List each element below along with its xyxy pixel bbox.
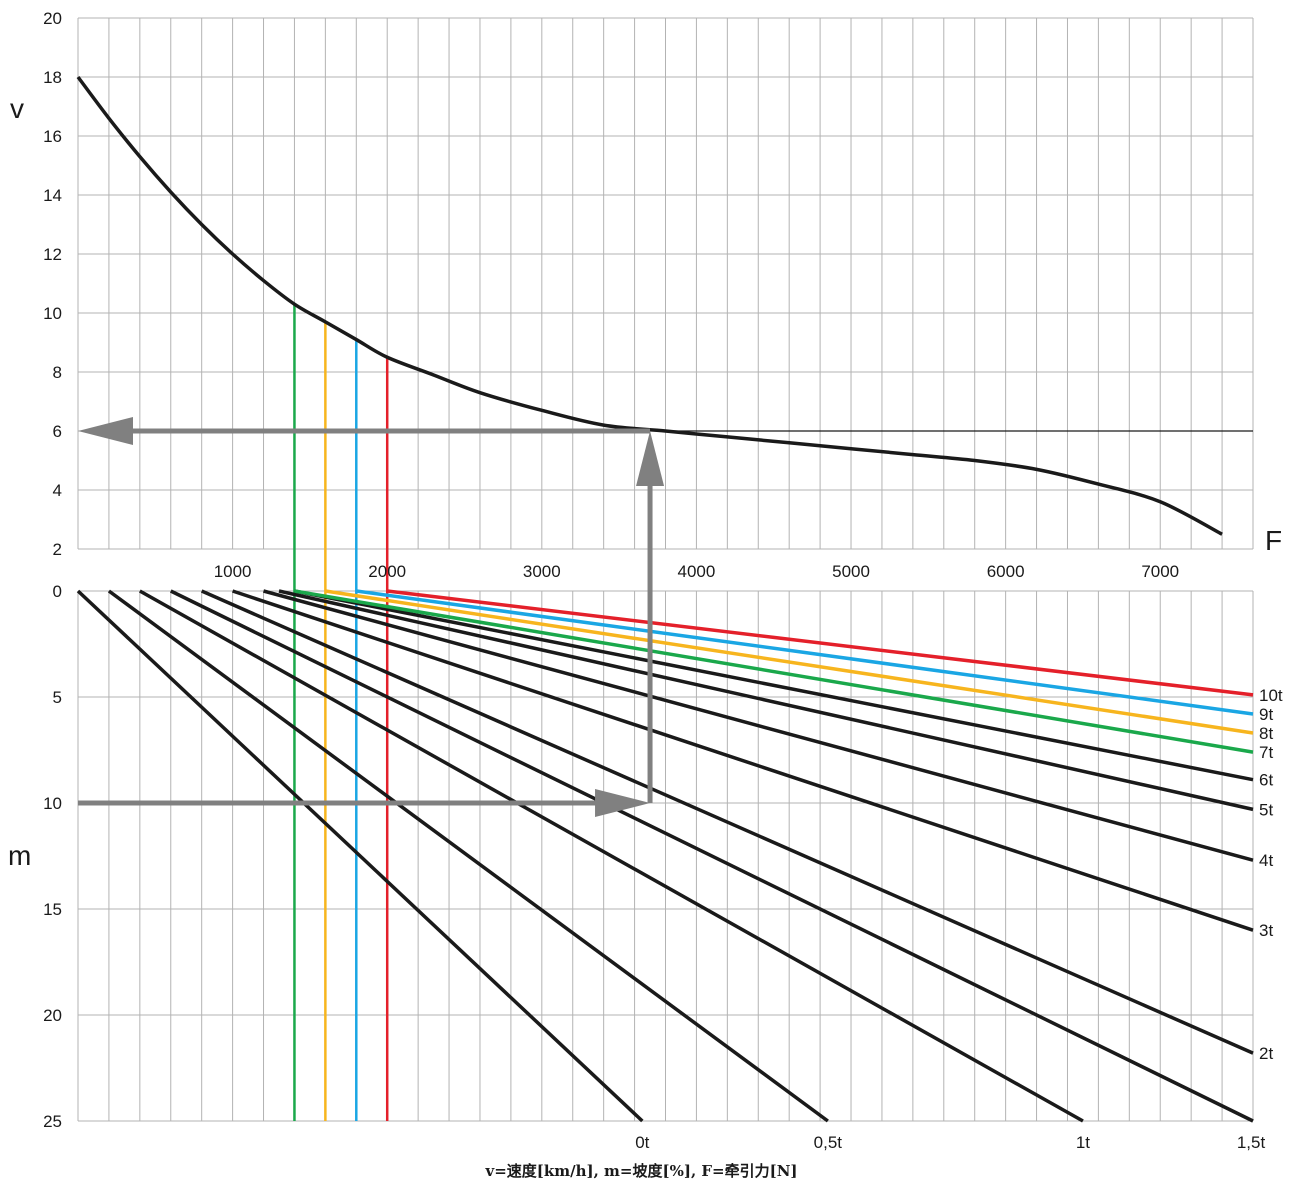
- v-tick-label: 10: [43, 304, 62, 323]
- v-tick-label: 12: [43, 245, 62, 264]
- f-tick-label: 4000: [678, 562, 716, 581]
- load-line-3t: [232, 589, 1254, 932]
- mass-label: 4t: [1259, 851, 1273, 870]
- mass-label: 10t: [1259, 686, 1283, 705]
- load-line-7t: [294, 589, 1254, 754]
- load-line-6t: [294, 589, 1254, 782]
- mass-label: 5t: [1259, 800, 1273, 819]
- f-tick-label: 7000: [1141, 562, 1179, 581]
- m-tick-label: 20: [43, 1006, 62, 1025]
- load-line: [107, 589, 829, 1123]
- chart-caption: v=速度[km/h], m=坡度[%], F=牵引力[N]: [485, 1162, 798, 1180]
- data-lines: [76, 75, 1254, 1123]
- load-line-9t: [356, 589, 1254, 716]
- m-tick-label: 0: [53, 582, 62, 601]
- load-line-8t: [325, 589, 1254, 735]
- load-tick-label: 1,5t: [1237, 1133, 1266, 1152]
- v-tick-label: 16: [43, 127, 62, 146]
- arrow-right-head: [595, 789, 651, 817]
- m-tick-label: 5: [53, 688, 62, 707]
- load-tick-label: 0,5t: [814, 1133, 843, 1152]
- v-tick-label: 14: [43, 186, 62, 205]
- load-tick-label: 0t: [635, 1133, 649, 1152]
- v-tick-label: 2: [53, 540, 62, 559]
- colored-markers: [293, 304, 389, 1121]
- load-line: [138, 589, 1084, 1123]
- v-tick-label: 8: [53, 363, 62, 382]
- f-tick-label: 2000: [368, 562, 406, 581]
- m-tick-label: 25: [43, 1112, 62, 1131]
- f-axis-letter: F: [1265, 525, 1282, 556]
- load-line-5t: [278, 589, 1254, 812]
- load-line: [169, 589, 1254, 1123]
- v-tick-label: 20: [43, 9, 62, 28]
- v-tick-label: 6: [53, 422, 62, 441]
- f-tick-label: 1000: [214, 562, 252, 581]
- load-line-10t: [387, 589, 1254, 697]
- mass-label: 6t: [1259, 771, 1273, 790]
- v-axis-letter: v: [10, 93, 24, 124]
- load-tick-label: 1t: [1076, 1133, 1090, 1152]
- arrow-up-head: [636, 431, 665, 486]
- reading-arrows: [78, 417, 665, 817]
- mass-label: 3t: [1259, 921, 1273, 940]
- mass-label: 2t: [1259, 1044, 1273, 1063]
- f-tick-label: 5000: [832, 562, 870, 581]
- m-axis-letter: m: [8, 840, 31, 871]
- load-line: [76, 589, 644, 1123]
- load-line-4t: [263, 589, 1254, 862]
- velocity-curve: [76, 75, 1223, 536]
- mass-label: 8t: [1259, 724, 1273, 743]
- v-tick-label: 18: [43, 68, 62, 87]
- m-tick-label: 10: [43, 794, 62, 813]
- m-tick-label: 15: [43, 900, 62, 919]
- f-tick-label: 6000: [987, 562, 1025, 581]
- mass-label: 7t: [1259, 743, 1273, 762]
- mass-label: 9t: [1259, 705, 1273, 724]
- grid: [77, 17, 1254, 1122]
- arrow-left-head: [78, 417, 133, 445]
- v-tick-label: 4: [53, 481, 62, 500]
- load-line-2t: [200, 589, 1254, 1055]
- f-tick-label: 3000: [523, 562, 561, 581]
